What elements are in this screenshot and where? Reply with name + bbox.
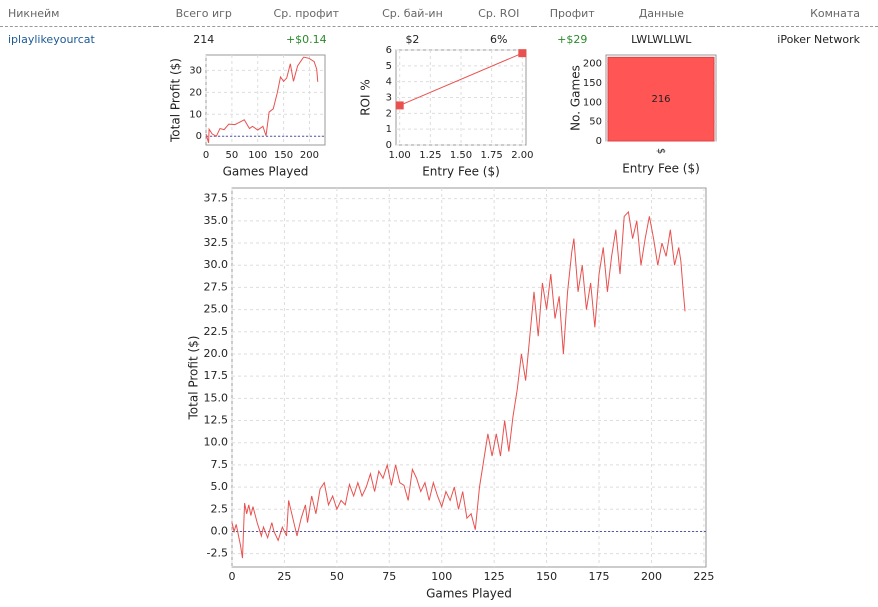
x-tick-label: 50 [330,570,344,583]
value-label: 216 [651,94,670,105]
y-tick-label: 1 [386,124,392,135]
y-tick-label: 4 [386,77,392,88]
y-tick-label: 3 [386,93,392,104]
y-tick-label: 5 [386,61,392,72]
y-tick-label: 50 [589,117,602,128]
header[interactable]: Данные [610,0,713,27]
header-row: Никнейм Всего игр Ср. профит Ср. бай-ин … [0,0,878,27]
header[interactable]: Комната [712,0,878,27]
cell: LWLWLLWL [631,32,692,46]
x-tick-label: 50 [226,150,239,161]
x-tick-label: 0 [203,150,209,161]
y-tick-label: 12.5 [204,414,229,427]
profit-line [231,210,686,559]
x-tick-label: 125 [484,570,505,583]
x-axis-label: Entry Fee ($) [422,165,500,179]
y-tick-label: 10.0 [204,436,229,449]
y-tick-label: 100 [583,97,602,108]
plot-area [205,54,326,146]
header[interactable]: Ср. бай-ин [361,0,464,27]
x-tick-label: 100 [248,150,267,161]
y-tick-label: 2 [386,108,392,119]
x-tick-label: 0 [229,570,236,583]
header[interactable]: Всего игр [156,0,252,27]
cell: 214 [193,32,215,46]
profit-line [205,56,319,143]
y-tick-label: 22.5 [204,325,229,338]
x-tick-label: 1.50 [450,150,472,161]
header[interactable]: Ср. профит [251,0,362,27]
cell: iPoker Network [777,32,860,46]
cell: iplaylikeyourcat [8,32,95,46]
y-tick-label: 7.5 [211,458,229,471]
x-tick-label: $ [655,148,666,154]
cell: $2 [405,32,420,46]
plot-area [231,187,707,568]
profit-line [399,52,523,106]
y-tick-label: 15.0 [204,391,229,404]
x-axis-label: Games Played [223,165,309,179]
y-tick-label: 0 [196,131,202,142]
player-row[interactable]: iplaylikeyourcat 214 +$0.14 $2 6% +$29 L… [0,27,878,52]
x-tick-label: 150 [274,150,293,161]
y-tick-label: 6 [386,45,392,56]
y-tick-label: 10 [189,109,202,120]
x-axis-label: Entry Fee ($) [622,162,700,176]
players-table: Никнейм Всего игр Ср. профит Ср. бай-ин … [0,0,878,51]
x-tick-label: 225 [693,570,714,583]
y-tick-label: 27.5 [204,280,229,293]
x-tick-label: 2.00 [511,150,533,161]
y-tick-label: 30 [189,65,202,76]
y-tick-label: 37.5 [204,192,229,205]
y-axis-label: ROI % [359,79,373,116]
x-tick-label: 1.00 [389,150,411,161]
header[interactable]: Профит [533,0,611,27]
bar [607,56,715,142]
y-tick-label: 150 [583,78,602,89]
x-tick-label: 150 [536,570,557,583]
x-tick-label: 1.75 [481,150,503,161]
y-tick-label: 20 [189,87,202,98]
header[interactable]: Никнейм [0,0,157,27]
y-tick-label: 0 [386,140,392,151]
y-tick-label: 20.0 [204,347,229,360]
y-tick-label: 0.0 [211,524,229,537]
y-tick-label: 35.0 [204,214,229,227]
y-tick-label: 5.0 [211,480,229,493]
y-tick-label: -2.5 [207,547,228,560]
marker [395,101,404,110]
x-tick-label: 75 [382,570,396,583]
x-tick-label: 25 [277,570,291,583]
y-axis-label: Total Profit ($) [187,336,201,421]
y-tick-label: 25.0 [204,303,229,316]
y-axis-label: No. Games [569,65,583,131]
y-axis-label: Total Profit ($) [169,58,183,143]
x-tick-label: 1.25 [419,150,441,161]
y-tick-label: 32.5 [204,236,229,249]
x-tick-label: 200 [641,570,662,583]
y-tick-label: 200 [583,59,602,70]
x-axis-label: Games Played [426,587,512,601]
header[interactable]: Ср. ROI [463,0,534,27]
y-tick-label: 0 [596,136,602,147]
y-tick-label: 30.0 [204,258,229,271]
x-tick-label: 100 [431,570,452,583]
cell: +$29 [557,32,588,46]
cell: +$0.14 [285,32,327,46]
cell: 6% [490,32,508,46]
y-tick-label: 17.5 [204,369,229,382]
marker [518,49,527,58]
x-tick-label: 200 [300,150,319,161]
y-tick-label: 2.5 [211,502,229,515]
x-tick-label: 175 [589,570,610,583]
